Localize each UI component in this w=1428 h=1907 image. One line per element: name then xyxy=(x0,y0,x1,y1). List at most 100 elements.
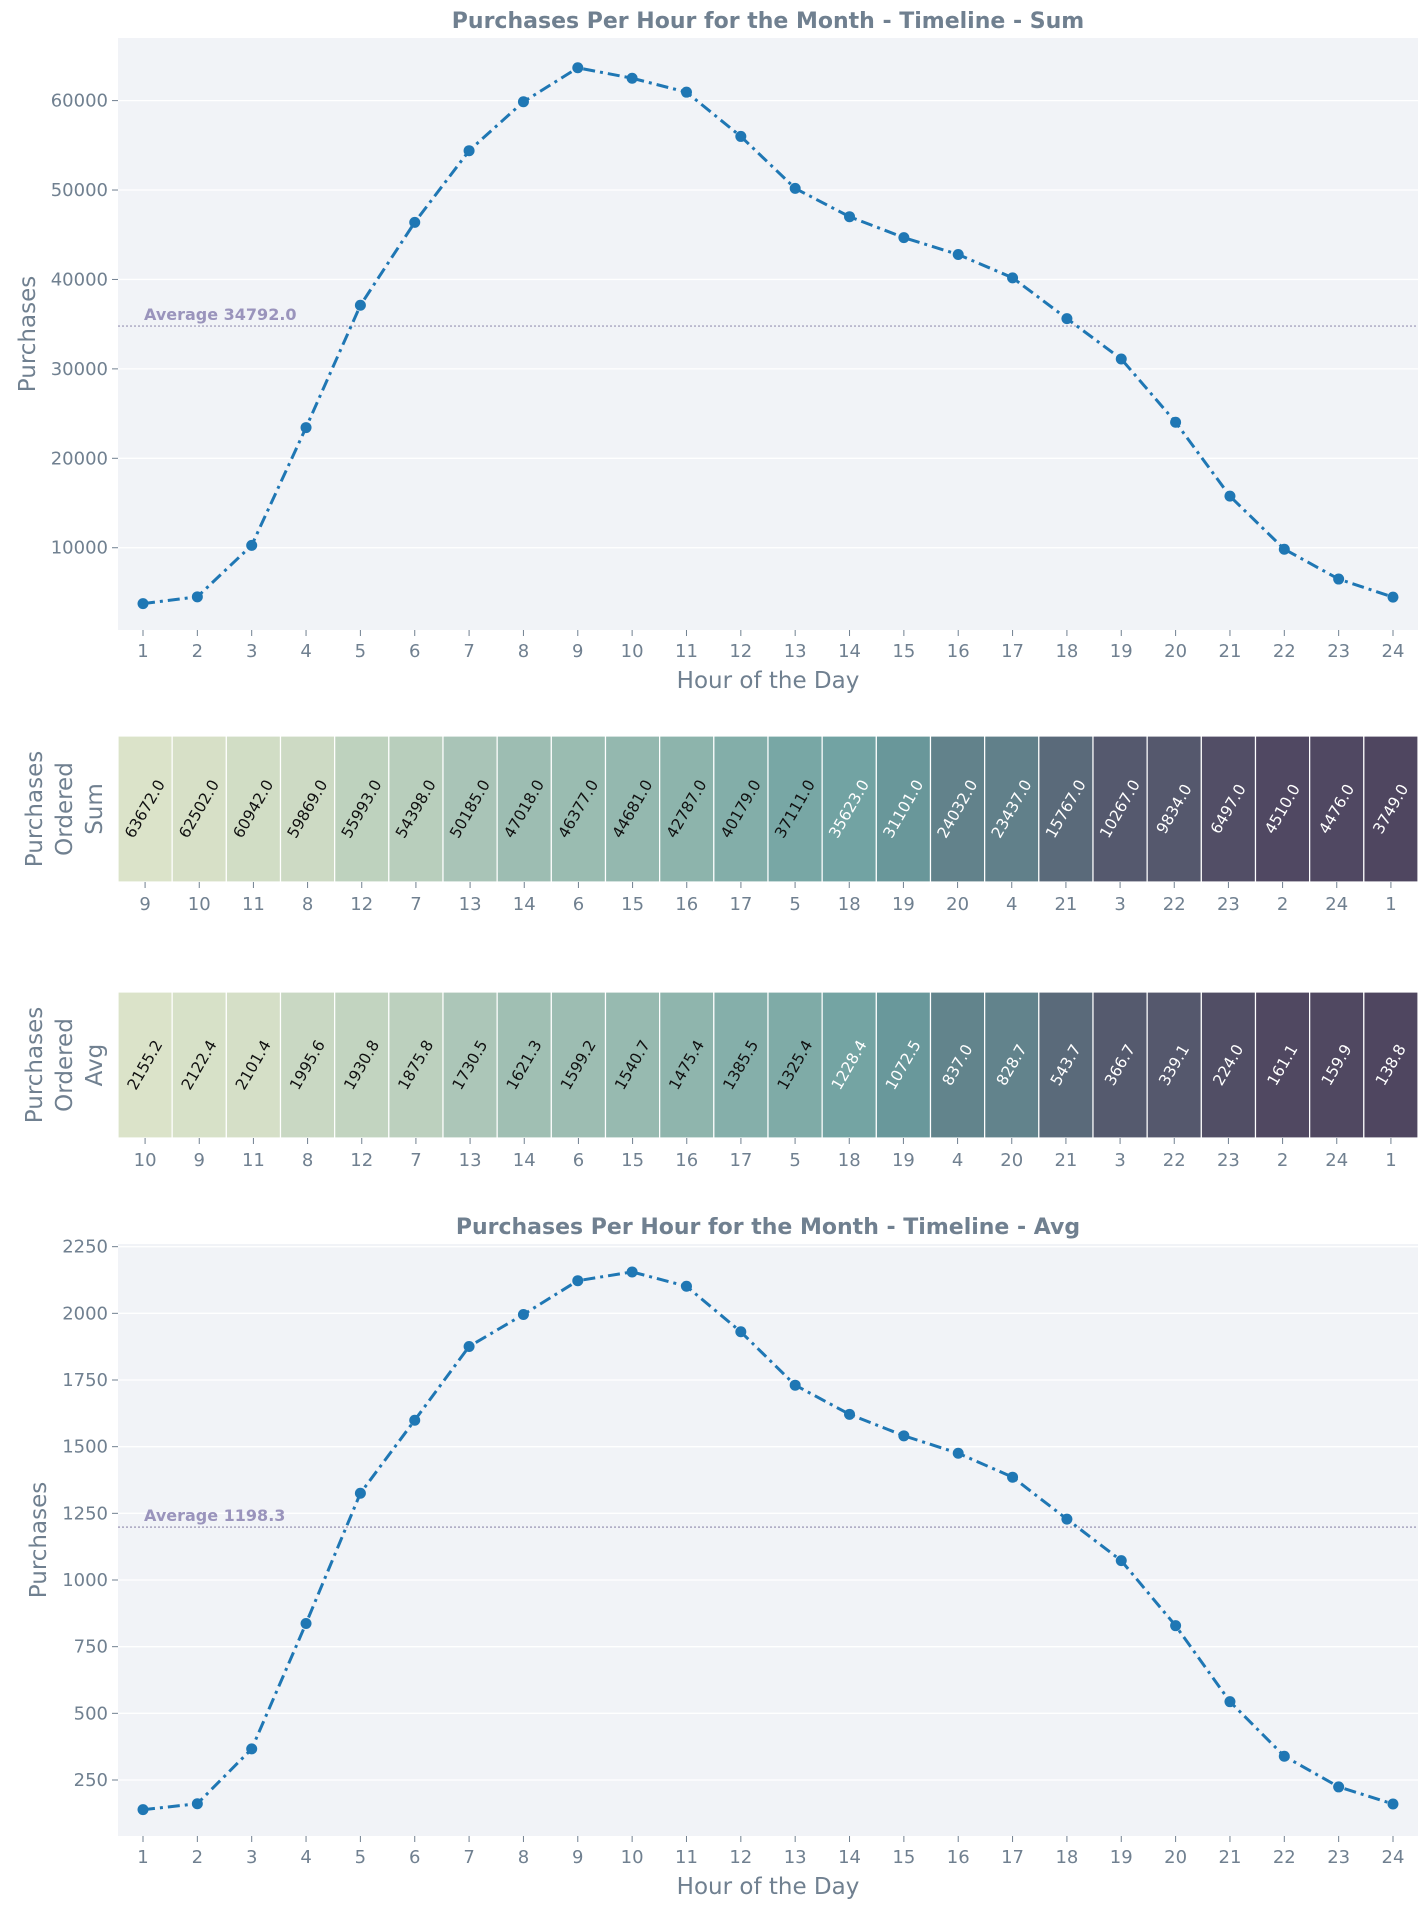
heatmap-cell xyxy=(496,735,552,883)
x-tick-label: 1 xyxy=(1385,1150,1396,1171)
heatmap-cell xyxy=(1038,735,1094,883)
data-point xyxy=(409,1414,421,1426)
data-point xyxy=(517,1309,529,1321)
data-point xyxy=(1224,1696,1236,1708)
data-point xyxy=(1061,313,1073,325)
heatmap-cell xyxy=(388,735,444,883)
x-tick-label: 22 xyxy=(1163,894,1186,915)
data-point xyxy=(191,1798,203,1810)
x-tick-label: 17 xyxy=(1001,1847,1024,1868)
x-tick-label: 24 xyxy=(1325,1150,1348,1171)
heatmap-cell xyxy=(1200,735,1257,883)
x-tick-label: 24 xyxy=(1382,641,1405,662)
heatmap-cell xyxy=(442,991,498,1139)
x-tick-label: 17 xyxy=(729,1150,752,1171)
heatmap-cell xyxy=(496,991,552,1139)
x-tick-label: 11 xyxy=(675,641,698,662)
y-axis-label-line: Ordered xyxy=(52,762,78,856)
data-point xyxy=(1170,1620,1182,1632)
x-tick-label: 1 xyxy=(137,1847,148,1868)
heatmap-cell xyxy=(225,991,282,1139)
x-tick-label: 5 xyxy=(355,1847,366,1868)
y-tick-label: 2000 xyxy=(62,1303,108,1324)
x-tick-label: 9 xyxy=(572,641,583,662)
x-tick-label: 10 xyxy=(621,641,644,662)
x-tick-label: 3 xyxy=(246,1847,257,1868)
data-point xyxy=(735,130,747,142)
x-tick-label: 7 xyxy=(463,1847,474,1868)
heatmap-cell xyxy=(388,991,444,1139)
x-tick-label: 4 xyxy=(952,1150,963,1171)
x-tick-label: 24 xyxy=(1325,894,1348,915)
x-tick-label: 11 xyxy=(242,894,265,915)
y-axis-label-line: Purchases xyxy=(22,1007,48,1123)
x-tick-label: 14 xyxy=(838,1847,861,1868)
data-point xyxy=(354,1487,366,1499)
data-point xyxy=(1224,490,1236,502)
y-tick-label: 50000 xyxy=(51,180,108,201)
x-tick-label: 11 xyxy=(675,1847,698,1868)
x-tick-label: 17 xyxy=(729,894,752,915)
data-point xyxy=(626,1266,638,1278)
data-point xyxy=(463,1340,475,1352)
x-tick-label: 15 xyxy=(621,1150,644,1171)
y-axis-label-line: Sum xyxy=(82,783,108,835)
data-point xyxy=(898,232,910,244)
data-point xyxy=(191,591,203,603)
data-point xyxy=(409,216,421,228)
plot-area xyxy=(118,1244,1418,1836)
data-point xyxy=(1278,1750,1290,1762)
y-tick-label: 10000 xyxy=(51,538,108,559)
x-tick-label: 15 xyxy=(621,894,644,915)
data-point xyxy=(354,299,366,311)
data-point xyxy=(1333,573,1345,585)
heatmap-cell xyxy=(550,735,607,883)
data-point xyxy=(789,1379,801,1391)
data-point xyxy=(572,62,584,74)
x-tick-label: 10 xyxy=(134,1150,157,1171)
data-point xyxy=(246,1743,258,1755)
data-point xyxy=(789,182,801,194)
x-tick-label: 20 xyxy=(1164,1847,1187,1868)
average-label: Average 1198.3 xyxy=(144,1506,285,1525)
x-tick-label: 13 xyxy=(459,1150,482,1171)
x-tick-label: 13 xyxy=(784,1847,807,1868)
heatmap-cell xyxy=(279,735,336,883)
x-tick-label: 8 xyxy=(302,894,313,915)
x-tick-label: 23 xyxy=(1217,1150,1240,1171)
heatmap-cell xyxy=(1146,735,1202,883)
y-tick-label: 20000 xyxy=(51,448,108,469)
data-point xyxy=(680,1280,692,1292)
average-label: Average 34792.0 xyxy=(144,305,297,324)
x-tick-label: 5 xyxy=(789,1150,800,1171)
x-tick-label: 15 xyxy=(892,1847,915,1868)
data-point xyxy=(735,1326,747,1338)
heatmap-cell xyxy=(659,991,715,1139)
x-tick-label: 7 xyxy=(410,894,421,915)
x-tick-label: 2 xyxy=(192,641,203,662)
x-tick-label: 13 xyxy=(459,894,482,915)
y-axis-label: Purchases xyxy=(15,276,41,392)
x-tick-label: 12 xyxy=(350,1150,373,1171)
x-tick-label: 17 xyxy=(1001,641,1024,662)
x-tick-label: 10 xyxy=(188,894,211,915)
x-tick-label: 6 xyxy=(573,894,584,915)
y-tick-label: 500 xyxy=(74,1703,108,1724)
chart-title: Purchases Per Hour for the Month - Timel… xyxy=(452,9,1084,34)
x-tick-label: 23 xyxy=(1217,894,1240,915)
y-tick-label: 1000 xyxy=(62,1570,108,1591)
x-tick-label: 3 xyxy=(1114,894,1125,915)
data-point xyxy=(1387,591,1399,603)
heatmap-cell xyxy=(767,991,823,1139)
x-tick-label: 5 xyxy=(355,641,366,662)
data-point xyxy=(1061,1513,1073,1525)
x-tick-label: 13 xyxy=(784,641,807,662)
y-axis-label-line: Avg xyxy=(82,1044,108,1087)
x-tick-label: 9 xyxy=(139,894,150,915)
x-axis-label: Hour of the Day xyxy=(677,668,860,694)
series-line xyxy=(142,1270,1394,1812)
x-tick-label: 10 xyxy=(621,1847,644,1868)
data-point xyxy=(1278,543,1290,555)
y-tick-label: 1250 xyxy=(62,1503,108,1524)
x-tick-label: 19 xyxy=(892,894,915,915)
